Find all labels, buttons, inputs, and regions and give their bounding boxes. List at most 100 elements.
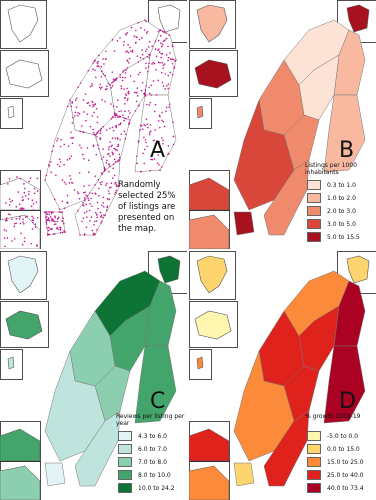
listing-dot [33, 192, 36, 195]
listing-dot [102, 58, 104, 60]
inset-land [194, 59, 232, 89]
region [74, 410, 121, 487]
listing-dot [73, 189, 76, 191]
listing-dot [101, 220, 103, 223]
listing-dot [59, 226, 62, 229]
listing-dot [46, 227, 48, 229]
listing-dot [89, 104, 91, 107]
map-panel: C Reviews per listing per year 4.3 to 6.0 6… [0, 251, 187, 500]
listing-dot [23, 191, 26, 194]
listing-dot [92, 104, 94, 106]
listing-dot [61, 211, 63, 213]
listing-dot [163, 125, 166, 128]
listing-dot [30, 205, 33, 208]
listing-dot [147, 66, 150, 68]
listing-dot [158, 140, 160, 143]
listing-dot [15, 222, 17, 225]
listing-dot [45, 223, 48, 225]
listing-dot [136, 155, 138, 157]
listing-dot [82, 204, 84, 206]
listing-dot [171, 58, 173, 61]
listing-dot [8, 198, 11, 200]
listing-dot [157, 61, 160, 64]
listing-dot [5, 217, 8, 219]
listing-dot [143, 148, 146, 151]
inset-land [196, 4, 228, 43]
listing-dot [161, 43, 164, 45]
legend-label: 5.0 to 15.5 [327, 233, 360, 241]
listing-dot [159, 115, 161, 118]
listing-dot [113, 158, 116, 161]
listing-dot [125, 117, 127, 120]
listing-dot [88, 192, 91, 194]
listing-dot [35, 201, 38, 204]
listing-dot [88, 209, 91, 212]
listing-dot [101, 70, 103, 73]
listing-dot [126, 99, 129, 102]
listing-dot [144, 89, 147, 91]
listing-dot [24, 237, 26, 239]
listing-dot [140, 27, 142, 29]
listing-dot [125, 94, 128, 97]
listing-dot [113, 147, 116, 150]
legend-swatch [307, 457, 321, 467]
listing-dot [7, 183, 9, 185]
listing-dot [58, 208, 61, 210]
listing-dot [94, 211, 97, 214]
listing-dot [68, 157, 71, 160]
inset-land [189, 177, 230, 211]
listing-dot [114, 137, 117, 140]
listing-dot [161, 111, 163, 114]
listing-dot [23, 223, 25, 225]
listing-dot [161, 81, 164, 84]
listing-dot [124, 137, 127, 140]
inset-land [0, 214, 41, 249]
listing-dot [173, 67, 175, 70]
listing-dot [102, 201, 104, 204]
legend-item: 1.0 to 2.0 [307, 193, 356, 203]
listing-dot [167, 74, 170, 77]
listing-dot [104, 169, 107, 171]
listing-dot [151, 45, 153, 48]
listing-dot [59, 231, 62, 234]
legend-swatch [307, 483, 321, 493]
inset-land [0, 428, 41, 462]
listing-dot [70, 181, 73, 184]
listing-dot [118, 159, 120, 162]
legend-title: % growth 2018-19 [305, 413, 361, 420]
listing-dot [157, 39, 160, 42]
listing-dot [141, 128, 144, 130]
listing-dot [26, 215, 29, 218]
listing-dot [127, 51, 130, 54]
listing-dot [5, 202, 7, 204]
listing-dot [100, 65, 102, 68]
listing-dot [111, 126, 114, 129]
listing-dot [51, 150, 53, 153]
listing-dot [137, 73, 140, 76]
listing-dot [119, 37, 121, 39]
listing-dot [97, 54, 100, 57]
listing-dot [44, 217, 47, 219]
listing-dot [118, 156, 121, 159]
listing-dot [78, 197, 81, 200]
listing-dot [59, 145, 62, 148]
listing-dot [87, 199, 90, 202]
listing-dot [108, 187, 111, 189]
listing-dot [110, 86, 113, 89]
listing-dot [45, 174, 48, 177]
legend-item: 40.0 to 73.4 [307, 483, 364, 493]
listing-dot [163, 63, 166, 65]
listing-dot [106, 182, 108, 185]
listing-dot [77, 192, 80, 195]
listing-dot [146, 30, 149, 33]
listing-dot [114, 191, 117, 194]
listing-dot [116, 40, 119, 42]
listing-dot [154, 103, 157, 106]
listing-dot [96, 216, 98, 219]
listing-dot [126, 87, 128, 90]
listing-dot [60, 139, 62, 141]
listing-dot [111, 137, 114, 139]
listing-dot [136, 95, 139, 97]
listing-dot [94, 103, 97, 105]
listing-dot [149, 169, 152, 172]
